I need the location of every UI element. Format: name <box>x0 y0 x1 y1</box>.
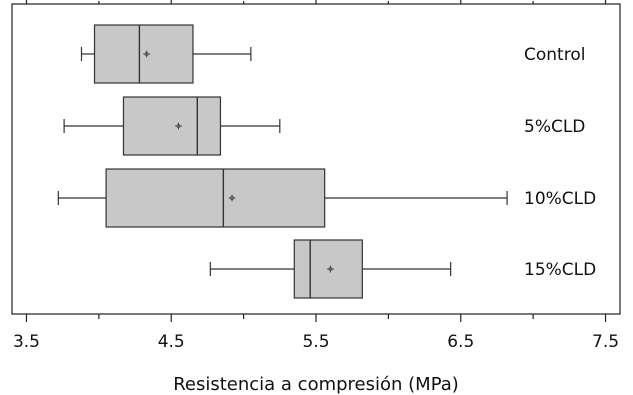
box-5%CLD <box>63 96 281 156</box>
category-label: Control <box>524 45 585 65</box>
mean-marker <box>143 50 151 58</box>
category-label: 10%CLD <box>524 189 596 209</box>
mean-marker <box>174 122 182 130</box>
category-label: 5%CLD <box>524 117 585 137</box>
category-label: 15%CLD <box>524 260 596 280</box>
x-axis-title: Resistencia a compresión (MPa) <box>173 374 459 395</box>
mean-marker <box>228 194 236 202</box>
iqr-box <box>122 96 222 156</box>
x-tick-label: 4.5 <box>158 332 185 352</box>
box-10%CLD <box>57 168 508 228</box>
box-Control <box>80 24 252 84</box>
iqr-box <box>93 24 194 84</box>
iqr-box <box>105 168 326 228</box>
x-tick-label: 7.5 <box>592 332 619 352</box>
boxes-group <box>57 24 508 299</box>
box-15%CLD <box>209 239 452 299</box>
x-axis-ticks <box>25 0 607 322</box>
category-labels: Control 5%CLD 10%CLD 15%CLD <box>524 45 596 280</box>
x-tick-label: 6.5 <box>447 332 474 352</box>
mean-marker <box>326 265 334 273</box>
x-axis-tick-labels: 3.5 4.5 5.5 6.5 7.5 <box>13 332 619 352</box>
x-tick-label: 5.5 <box>302 332 329 352</box>
iqr-box <box>293 239 363 299</box>
x-tick-label: 3.5 <box>13 332 40 352</box>
